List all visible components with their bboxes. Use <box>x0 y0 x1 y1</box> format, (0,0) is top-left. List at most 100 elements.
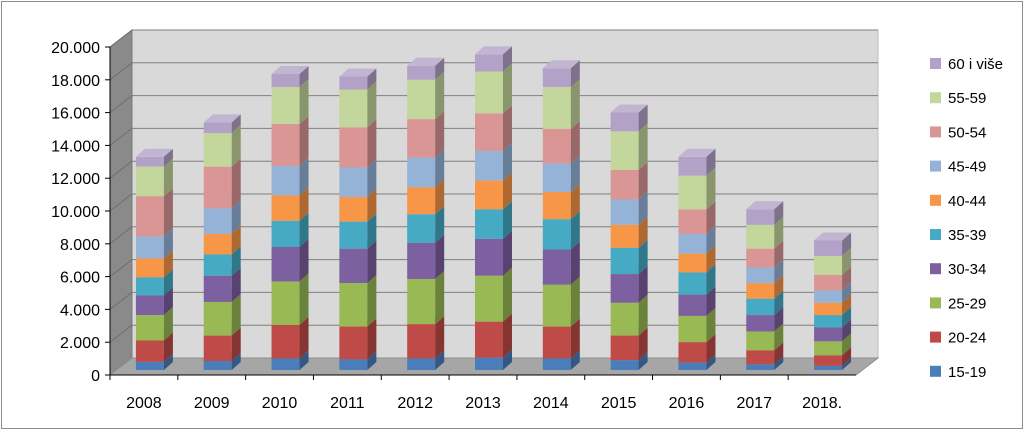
bar-stack <box>135 148 173 370</box>
bar-side <box>842 232 852 257</box>
gridline-side <box>109 29 133 48</box>
bar-face <box>542 249 571 285</box>
bar-side <box>842 294 852 316</box>
bar-side <box>638 352 648 370</box>
bar-face <box>542 284 571 327</box>
bar-face <box>814 274 843 291</box>
bar-face <box>542 128 571 164</box>
bar-face <box>746 267 775 284</box>
bar-side <box>367 81 377 128</box>
bar-face <box>746 331 775 351</box>
bar-face <box>271 247 300 282</box>
bar-face <box>678 209 707 234</box>
gridline-side <box>109 324 133 343</box>
legend-label: 30-34 <box>948 261 986 278</box>
bar-side <box>570 120 580 164</box>
bar-face <box>271 87 300 124</box>
y-tick-label: 14.000 <box>51 138 100 155</box>
bar-face <box>271 358 300 370</box>
bar-side <box>842 333 852 356</box>
bar-face <box>339 127 368 168</box>
bar-side <box>570 241 580 285</box>
bar-face <box>678 315 707 343</box>
legend-swatch <box>930 229 941 240</box>
legend-swatch <box>930 194 941 206</box>
bar-face <box>271 124 300 166</box>
bar-side <box>367 213 377 249</box>
bar-face <box>814 365 843 370</box>
bar-face <box>475 321 503 358</box>
bar-segment <box>610 104 648 132</box>
bar-side <box>435 206 445 243</box>
legend-label: 20-24 <box>948 330 986 347</box>
bar-side <box>163 332 173 362</box>
bar-side <box>299 116 309 166</box>
bar-side <box>367 159 377 197</box>
y-tick-label: 16.000 <box>51 106 100 123</box>
bar-face <box>678 175 707 210</box>
bar-side <box>774 275 784 299</box>
bar-side <box>774 356 784 370</box>
bar-face <box>678 233 707 254</box>
gridline-side <box>109 226 133 245</box>
bar-face <box>610 360 639 370</box>
bar-face <box>339 221 368 249</box>
bar-side <box>638 161 648 200</box>
bar-side <box>299 157 309 196</box>
bar-face <box>610 274 639 303</box>
bar-side <box>570 184 580 220</box>
bar-segment <box>339 159 377 197</box>
bar-side <box>503 267 512 322</box>
bar-top <box>475 46 512 55</box>
bar-face <box>203 275 232 302</box>
bar-face <box>610 224 639 248</box>
y-axis: 0 2.000 4.000 6.000 8.000 10.000 12.000 14.000 1… <box>51 40 111 385</box>
bar-face <box>475 357 503 370</box>
legend-swatch <box>930 365 941 377</box>
bar-segment <box>203 327 241 361</box>
bar-side <box>774 216 784 249</box>
bar-face <box>203 233 232 255</box>
bar-top <box>135 148 173 157</box>
legend-item: 60 i više <box>930 56 1003 73</box>
bar-side <box>706 307 716 343</box>
bar-face <box>203 301 232 336</box>
bar-top <box>678 148 716 157</box>
bar-face <box>475 151 503 181</box>
bar-face <box>135 156 164 167</box>
bar-side <box>706 167 716 210</box>
bar-side <box>299 212 309 247</box>
bar-side <box>299 350 309 370</box>
bar-side <box>435 149 445 188</box>
bar-face <box>407 242 436 279</box>
bar-top <box>203 114 241 123</box>
bar-face <box>678 362 707 370</box>
bar-side <box>163 287 173 316</box>
y-tick-label: 12.000 <box>51 171 100 188</box>
bar-face <box>542 326 571 359</box>
y-tick-label: 0 <box>91 368 100 385</box>
x-axis: 2008 2009 2010 2011 2012 2013 2014 2015 2016 2017… <box>109 374 856 412</box>
bar-face <box>339 196 368 222</box>
bar-face <box>271 220 300 247</box>
bar-face <box>203 133 232 167</box>
bar-side <box>638 239 648 275</box>
bar-side <box>435 270 445 325</box>
bar-face <box>475 180 503 210</box>
x-tick-label: 2009 <box>194 395 230 412</box>
x-tick-label: 2008 <box>126 395 162 412</box>
bar-top <box>339 68 377 77</box>
bar-side <box>231 114 241 134</box>
bar-face <box>814 327 843 342</box>
bar-side <box>706 245 716 273</box>
bar-side <box>367 351 377 370</box>
bar-side <box>706 201 716 234</box>
bar-face <box>542 68 571 88</box>
bar-stack <box>746 201 784 370</box>
bar-top <box>542 60 580 69</box>
y-tick-label: 6.000 <box>60 270 100 287</box>
bar-segment <box>135 148 173 167</box>
bar-side <box>231 293 241 336</box>
bar-face <box>135 315 164 341</box>
bar-face <box>203 122 232 134</box>
